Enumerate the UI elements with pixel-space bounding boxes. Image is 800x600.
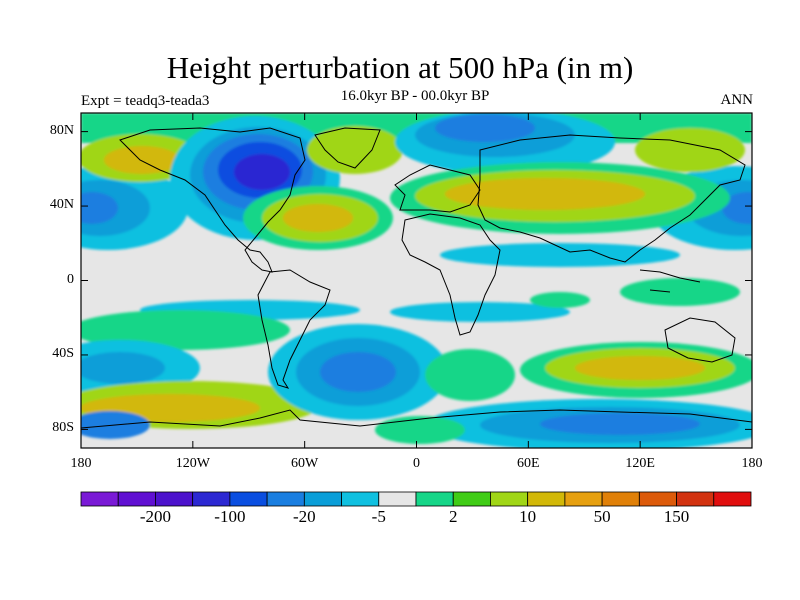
field-indo-band bbox=[440, 243, 680, 267]
colorbar-swatch-9 bbox=[415, 491, 454, 507]
field-safr-pos bbox=[425, 349, 515, 401]
field-siberia-pos bbox=[635, 128, 745, 172]
colorbar-label: 10 bbox=[519, 507, 537, 526]
map-subtitle: 16.0kyr BP - 00.0kyr BP bbox=[340, 88, 490, 104]
axis-ticks bbox=[80, 113, 753, 448]
coast-africa bbox=[401, 213, 501, 336]
colorbar-swatch-1 bbox=[117, 491, 156, 507]
field-ant-atl-pos bbox=[375, 416, 465, 444]
field-ant-core bbox=[540, 413, 700, 435]
colorbar bbox=[80, 491, 752, 507]
colorbar-swatch-16 bbox=[676, 491, 715, 507]
lat-tick-label: 40N bbox=[49, 197, 74, 213]
colorbar-swatch-10 bbox=[452, 491, 491, 507]
lon-tick-label: 180 bbox=[741, 456, 763, 471]
field-natl-core bbox=[283, 204, 353, 232]
colorbar-swatch-4 bbox=[229, 491, 268, 507]
colorbar-swatch-8 bbox=[378, 491, 417, 507]
lon-tick-label: 180 bbox=[70, 456, 92, 471]
colorbar-label: -5 bbox=[371, 507, 386, 526]
colorbar-swatch-17 bbox=[713, 491, 752, 507]
colorbar-swatch-0 bbox=[80, 491, 119, 507]
colorbar-swatch-11 bbox=[490, 491, 529, 507]
field-alaska-core bbox=[104, 146, 180, 174]
lon-tick-label: 120W bbox=[175, 456, 210, 471]
colorbar-swatch-3 bbox=[192, 491, 231, 507]
colorbar-swatch-5 bbox=[266, 491, 305, 507]
field-satl-core bbox=[320, 352, 396, 392]
colorbar-swatch-7 bbox=[341, 491, 380, 507]
colorbar-swatch-15 bbox=[638, 491, 677, 507]
colorbar-swatch-14 bbox=[601, 491, 640, 507]
lat-tick-label: 80N bbox=[49, 122, 74, 138]
field-indian-pos bbox=[530, 292, 590, 308]
contour-field bbox=[81, 113, 752, 448]
colorbar-swatch-12 bbox=[527, 491, 566, 507]
field-sind-core bbox=[575, 356, 705, 380]
coast-europe bbox=[394, 164, 481, 213]
colorbar-label: 2 bbox=[448, 507, 458, 526]
lon-tick-label: 60W bbox=[291, 456, 319, 471]
field-spac-belt bbox=[81, 310, 290, 350]
coastlines bbox=[81, 127, 752, 429]
colorbar-label: -20 bbox=[292, 507, 316, 526]
coast-indonesia bbox=[639, 269, 701, 293]
coast-north-america bbox=[119, 127, 306, 273]
field-laurentide-core bbox=[234, 154, 290, 190]
colorbar-label: -200 bbox=[139, 507, 172, 526]
lon-tick-label: 0 bbox=[413, 456, 420, 471]
coast-australia bbox=[664, 317, 736, 363]
coast-asia bbox=[477, 134, 746, 263]
colorbar-label: -100 bbox=[214, 507, 246, 526]
season-label: ANN bbox=[720, 92, 754, 108]
lat-tick-label: 80S bbox=[52, 420, 74, 436]
field-greenland-pos bbox=[307, 126, 403, 174]
map-title: Height perturbation at 500 hPa (in m) bbox=[166, 50, 634, 85]
field-npac-east-core bbox=[81, 192, 118, 224]
colorbar-swatch-2 bbox=[155, 491, 194, 507]
coast-antarctica bbox=[81, 409, 752, 429]
lon-tick-label: 120E bbox=[625, 456, 655, 471]
colorbar-label: 150 bbox=[663, 507, 690, 526]
field-spac-neg-core bbox=[81, 352, 165, 384]
colorbar-swatch-13 bbox=[564, 491, 603, 507]
field-arctic-core bbox=[435, 114, 535, 142]
coast-south-america bbox=[257, 269, 331, 389]
experiment-label: Expt = teadq3-teada3 bbox=[81, 93, 210, 109]
field-natl-trop-band bbox=[390, 302, 570, 322]
coast-greenland bbox=[314, 127, 381, 169]
lon-tick-label: 60E bbox=[517, 456, 540, 471]
colorbar-swatch-6 bbox=[303, 491, 342, 507]
colorbar-label: 50 bbox=[593, 507, 611, 526]
field-eurasia-core bbox=[445, 178, 645, 210]
lat-tick-label: 0 bbox=[67, 271, 74, 287]
field-wpac-pos bbox=[620, 278, 740, 306]
lat-tick-label: 40S bbox=[52, 345, 74, 361]
